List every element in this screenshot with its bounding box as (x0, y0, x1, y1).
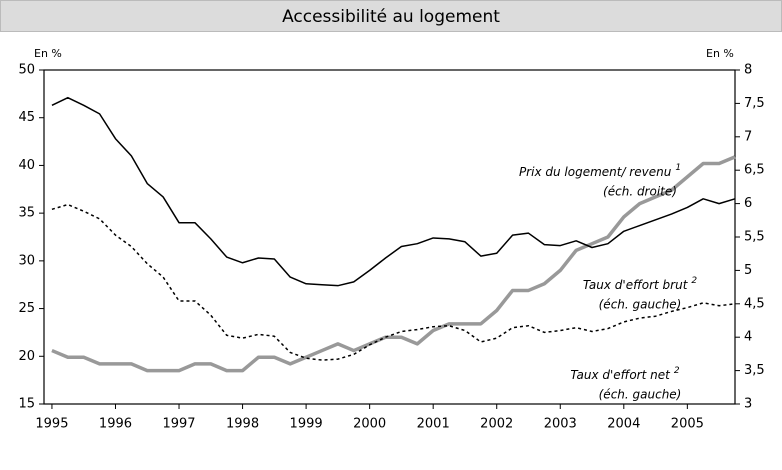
series-line (51, 203, 736, 361)
series-annotation: Taux d'effort net 2 (570, 366, 679, 382)
y2-tick-label: 3,5 (744, 363, 765, 378)
legend-label: Taux d'effort net (570, 368, 671, 382)
x-tick-label: 1997 (162, 417, 195, 432)
series-line (51, 96, 736, 287)
y2-tick-label: 6 (744, 196, 752, 211)
y-tick-label: 30 (18, 253, 35, 268)
legend-label: Taux d'effort brut (583, 278, 689, 292)
y-tick-label: 25 (18, 301, 35, 316)
footnote-mark: 2 (674, 366, 680, 376)
y2-tick-label: 7,5 (744, 96, 765, 111)
legend-label: Prix du logement/ revenu (519, 165, 672, 179)
x-tick-label: 2005 (671, 417, 704, 432)
x-tick-label: 2000 (353, 417, 386, 432)
scale-label: (éch. gauche) (599, 388, 682, 402)
y-tick-label: 15 (18, 397, 35, 412)
y2-tick-label: 4,5 (744, 296, 765, 311)
y-tick-label: 50 (18, 63, 35, 78)
x-tick-label: 2002 (480, 417, 513, 432)
y-unit-label: En % (34, 47, 62, 60)
scale-label: (éch. droite) (603, 185, 677, 199)
y-tick-label: 40 (18, 158, 35, 173)
x-tick-label: 1996 (99, 417, 132, 432)
y2-tick-label: 5 (744, 263, 752, 278)
x-tick-label: 2003 (544, 417, 577, 432)
scale-label: (éch. gauche) (599, 298, 682, 312)
footnote-mark: 2 (691, 276, 697, 286)
y2-unit-label: En % (706, 47, 734, 60)
title-band (0, 0, 782, 32)
chart-title: Accessibilité au logement (282, 7, 500, 27)
y2-tick-label: 4 (744, 330, 752, 345)
x-tick-label: 1998 (226, 417, 259, 432)
y-tick-label: 35 (18, 206, 35, 221)
y-tick-label: 45 (18, 110, 35, 125)
y2-tick-label: 7 (744, 129, 752, 144)
plot-frame (43, 69, 736, 405)
x-tick-label: 1999 (290, 417, 323, 432)
y-tick-label: 20 (18, 349, 35, 364)
x-tick-label: 2001 (417, 417, 450, 432)
y2-tick-label: 5,5 (744, 230, 765, 245)
y2-tick-label: 3 (744, 397, 752, 412)
x-tick-label: 1995 (35, 417, 68, 432)
series-annotation: Taux d'effort brut 2 (583, 276, 698, 292)
series-line (51, 155, 736, 373)
series-annotation: Prix du logement/ revenu 1 (519, 163, 681, 179)
footnote-mark: 1 (675, 163, 681, 173)
y2-tick-label: 8 (744, 63, 752, 78)
y2-tick-label: 6,5 (744, 163, 765, 178)
x-tick-label: 2004 (607, 417, 640, 432)
